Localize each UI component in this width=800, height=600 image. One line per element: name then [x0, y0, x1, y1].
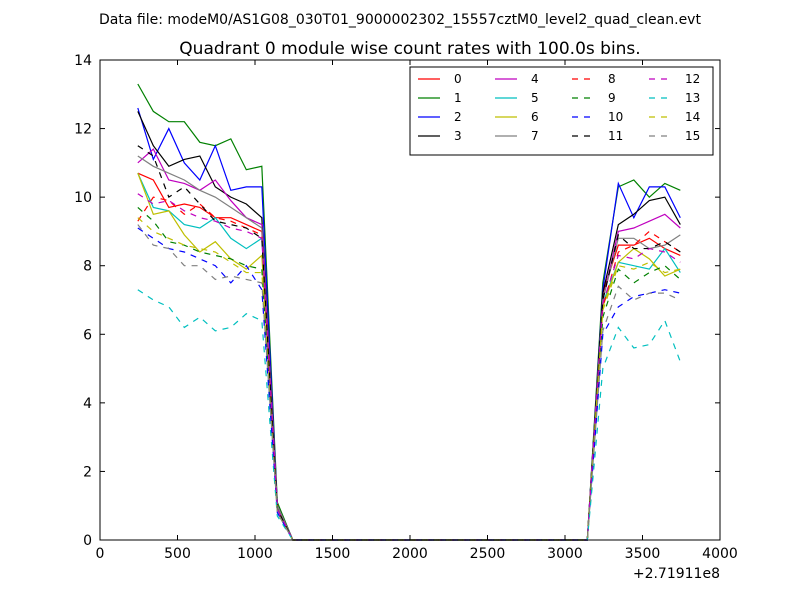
x-tick-label: 1000 — [237, 546, 273, 562]
x-tick-label: 2500 — [470, 546, 506, 562]
x-tick-label: 3000 — [547, 546, 583, 562]
x-tick-label: 2000 — [392, 546, 428, 562]
y-tick-label: 6 — [83, 327, 92, 343]
legend-label-3: 3 — [454, 129, 462, 143]
series-line-9 — [137, 206, 681, 541]
legend-label-12: 12 — [685, 72, 700, 86]
legend-label-13: 13 — [685, 91, 700, 105]
legend-label-7: 7 — [531, 129, 539, 143]
y-tick-label: 2 — [83, 464, 92, 480]
legend-label-6: 6 — [531, 110, 539, 124]
series-line-13 — [137, 289, 681, 541]
y-tick-label: 12 — [74, 122, 92, 138]
y-tick-label: 10 — [74, 190, 92, 206]
legend-frame — [409, 66, 714, 156]
legend-label-0: 0 — [454, 72, 462, 86]
series-line-10 — [137, 227, 681, 541]
legend-label-11: 11 — [608, 129, 623, 143]
y-tick-label: 0 — [83, 533, 92, 549]
y-tick-label: 4 — [83, 396, 92, 412]
x-tick-label: 0 — [96, 546, 105, 562]
y-tick-label: 8 — [83, 259, 92, 275]
axis-ticks: 0 500 1000 1500 2000 2500 3000 3500 400002468101… — [74, 53, 738, 562]
x-axis-offset-label: +2.71911e8 — [633, 566, 720, 582]
series-line-3 — [137, 111, 681, 541]
x-tick-label: 3500 — [625, 546, 661, 562]
y-tick-label: 14 — [74, 53, 92, 69]
series-line-14 — [137, 217, 681, 541]
legend-label-14: 14 — [685, 110, 700, 124]
x-tick-label: 4000 — [702, 546, 738, 562]
figure-suptitle: Data file: modeM0/AS1G08_030T01_90000023… — [99, 12, 701, 28]
legend-label-15: 15 — [685, 129, 700, 143]
legend-label-1: 1 — [454, 91, 462, 105]
legend-label-5: 5 — [531, 91, 539, 105]
legend-label-8: 8 — [608, 72, 616, 86]
series-line-2 — [137, 107, 681, 541]
legend-label-4: 4 — [531, 72, 539, 86]
legend-label-10: 10 — [608, 110, 623, 124]
x-tick-label: 1500 — [315, 546, 351, 562]
x-tick-label: 500 — [164, 546, 191, 562]
chart-title: Quadrant 0 module wise count rates with … — [179, 39, 640, 59]
legend-label-9: 9 — [608, 91, 616, 105]
legend-label-2: 2 — [454, 110, 462, 124]
